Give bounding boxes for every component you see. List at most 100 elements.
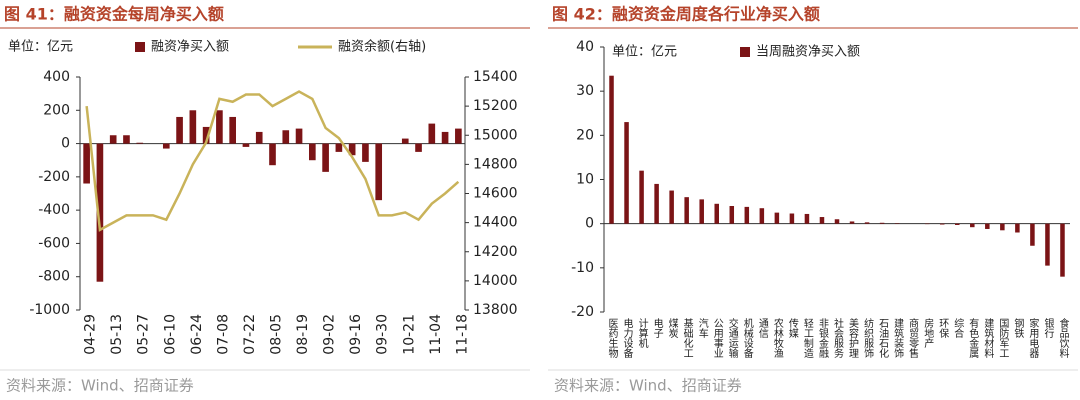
bar: [864, 222, 870, 224]
bar: [879, 222, 885, 224]
y-tick-label: -1000: [29, 302, 70, 318]
bar: [415, 143, 422, 152]
y-tick-label: -20: [571, 304, 594, 320]
x-tick-label: 电子: [651, 317, 663, 338]
x-tick-label: 汽车: [696, 317, 708, 339]
x-tick-label: 钢铁: [1012, 317, 1024, 339]
bar: [322, 143, 329, 172]
x-tick-label: 05-13: [109, 314, 125, 355]
x-tick-label: 机械设备: [741, 317, 753, 359]
bar: [669, 190, 674, 224]
x-tick-label: 农林牧渔: [771, 317, 783, 359]
bar: [401, 138, 409, 144]
bar: [1045, 223, 1050, 266]
bar: [83, 143, 90, 184]
x-tick-label: 煤炭: [666, 317, 678, 339]
y-tick-label: 20: [576, 127, 594, 143]
x-tick-label: 06-24: [189, 314, 205, 355]
bar: [654, 183, 659, 224]
x-tick-label: 医药生物: [606, 318, 618, 359]
x-tick-label: 传媒: [786, 318, 798, 339]
bar: [269, 143, 276, 166]
x-tick-label: 11-18: [454, 314, 470, 355]
bar: [216, 110, 223, 144]
x-tick-label: 环保: [937, 318, 949, 339]
bar: [684, 197, 689, 224]
bar: [970, 223, 975, 228]
line-series: [85, 90, 460, 232]
x-tick-label: 电力设备: [621, 317, 633, 359]
bar: [774, 212, 780, 224]
y-tick-label: 400: [43, 69, 70, 85]
bar: [939, 223, 945, 225]
bar: [1015, 223, 1020, 233]
bar: [789, 213, 795, 224]
x-tick-label: 公用事业: [711, 318, 723, 358]
unit-label: 单位：亿元: [8, 40, 73, 55]
bar: [455, 128, 462, 144]
bar: [309, 143, 316, 161]
x-tick-label: 09-02: [322, 314, 338, 355]
bar: [624, 122, 629, 224]
bar: [714, 203, 719, 224]
bar: [759, 208, 765, 224]
y-tick-label: -10: [571, 260, 594, 276]
bar: [849, 221, 855, 224]
bar: [136, 142, 144, 144]
bar: [744, 206, 750, 224]
x-tick-label: 房地产: [922, 317, 934, 349]
y2-tick-label: 14600: [473, 186, 518, 202]
x-tick-label: 10-21: [401, 314, 417, 355]
x-tick-label: 基础化工: [681, 317, 693, 358]
bar: [96, 143, 104, 282]
legend-swatch: [740, 47, 750, 57]
y-tick-label: -800: [38, 269, 70, 285]
bar: [729, 206, 735, 224]
y2-tick-label: 14400: [473, 215, 518, 231]
bar: [335, 143, 343, 152]
bar: [1000, 223, 1005, 231]
source: 资料来源：Wind、招商证券: [554, 377, 742, 395]
x-tick-label: 通信: [756, 318, 768, 339]
y2-tick-label: 14800: [473, 156, 518, 172]
y2-tick-label: 15000: [473, 127, 518, 143]
x-tick-label: 商贸零售: [907, 317, 919, 359]
y-tick-label: 200: [43, 102, 70, 118]
x-tick-label: 计算机: [636, 317, 648, 349]
x-tick-label: 11-04: [428, 314, 444, 355]
x-tick-label: 社会服务: [832, 317, 844, 359]
y2-tick-label: 15400: [473, 69, 518, 85]
y-tick-label: -400: [38, 202, 70, 218]
legend-label: 当周融资净买入额: [756, 45, 860, 60]
bar: [834, 219, 840, 224]
bar: [819, 217, 825, 224]
x-tick-label: 食品饮料: [1057, 317, 1069, 359]
bar: [1060, 223, 1065, 277]
bar: [375, 143, 383, 201]
x-tick-label: 06-10: [162, 314, 178, 355]
y2-tick-label: 14200: [473, 244, 518, 260]
x-tick-label: 综合: [952, 317, 964, 339]
y-tick-label: 0: [585, 216, 594, 232]
legend-label: 融资净买入额: [151, 40, 229, 55]
x-tick-label: 美容护理: [847, 317, 859, 358]
unit-label: 单位：亿元: [612, 45, 677, 60]
bar: [441, 131, 449, 144]
x-tick-label: 非银金融: [816, 318, 828, 359]
legend-swatch: [135, 42, 145, 52]
y-tick-label: 0: [61, 136, 70, 152]
bar: [804, 213, 810, 224]
y-tick-label: 40: [576, 39, 594, 55]
bar: [282, 130, 290, 144]
bar: [609, 75, 614, 224]
bar: [639, 170, 644, 224]
y2-tick-label: 13800: [473, 302, 518, 318]
bar: [955, 223, 960, 225]
x-tick-label: 04-29: [83, 314, 99, 355]
bar: [162, 143, 170, 149]
x-tick-label: 07-08: [215, 314, 231, 355]
x-tick-label: 08-05: [269, 314, 285, 355]
x-tick-label: 05-27: [136, 314, 152, 355]
x-tick-label: 石油石化: [877, 318, 889, 358]
